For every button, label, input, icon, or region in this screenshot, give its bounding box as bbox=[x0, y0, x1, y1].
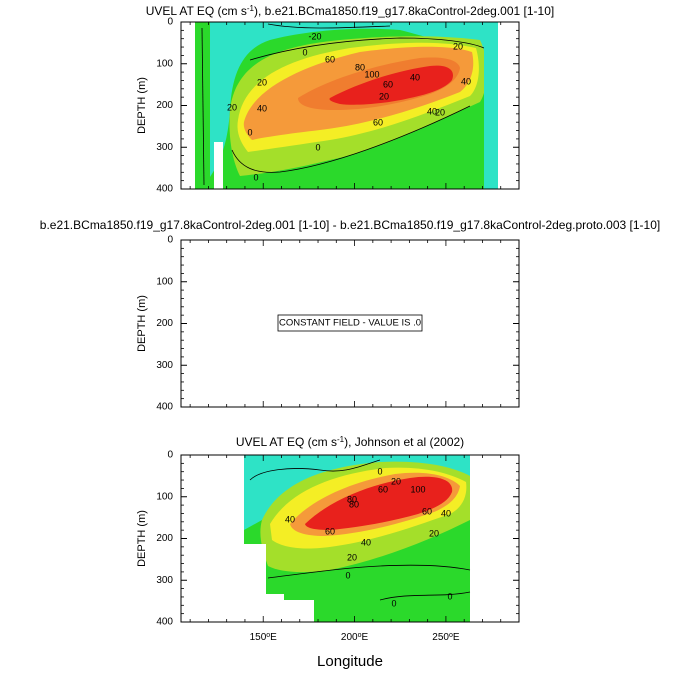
y-tick-label: 400 bbox=[156, 184, 173, 195]
panel1-title: UVEL AT EQ (cm s-1), b.e21.BCma1850.f19_… bbox=[146, 4, 554, 19]
panel1-contours bbox=[181, 22, 519, 189]
contour-line bbox=[201, 27, 205, 186]
y-tick-label: 200 bbox=[156, 318, 173, 329]
contour-label: 20 bbox=[257, 77, 267, 87]
x-tick-label: 200oE bbox=[341, 632, 369, 644]
contour-label: 100 bbox=[364, 69, 379, 79]
fill-100 bbox=[305, 476, 453, 530]
contour-label: 20 bbox=[429, 528, 439, 538]
annotation-box bbox=[277, 314, 423, 332]
contour-label: 0 bbox=[447, 591, 452, 601]
contour-label: 40 bbox=[361, 537, 371, 547]
panel3-title: UVEL AT EQ (cm s-1), Johnson et al (2002… bbox=[236, 435, 464, 450]
contour-label: 60 bbox=[378, 484, 388, 494]
fill-westward bbox=[244, 455, 470, 530]
contour-line bbox=[231, 105, 471, 173]
constant-field-annotation: CONSTANT FIELD - VALUE IS .0 bbox=[277, 314, 423, 332]
fill-100 bbox=[329, 65, 454, 105]
annotation-text: CONSTANT FIELD - VALUE IS .0 bbox=[279, 318, 421, 329]
contour-line bbox=[267, 23, 391, 29]
y-tick-label: 400 bbox=[156, 617, 173, 628]
y-axis-label: DEPTH (m) bbox=[136, 77, 148, 134]
contour-label: 60 bbox=[383, 79, 393, 89]
x-tick-labels: 150oE 200oE 250oE bbox=[250, 632, 460, 644]
contour-label: 60 bbox=[422, 506, 432, 516]
x-tick-label: 150oE bbox=[250, 632, 278, 644]
contour-label: 20 bbox=[379, 91, 389, 101]
y-tick-label: 100 bbox=[156, 491, 173, 502]
contour-label: 60 bbox=[325, 54, 335, 64]
contour-label: 20 bbox=[227, 102, 237, 112]
contour-label: 0 bbox=[247, 127, 252, 137]
y-tick-label: 0 bbox=[167, 450, 173, 461]
y-tick-label: 0 bbox=[167, 235, 173, 246]
contour-label: -20 bbox=[308, 31, 321, 41]
fill-east-wall bbox=[484, 22, 498, 189]
contour-label: 80 bbox=[347, 494, 357, 504]
contour-label: 20 bbox=[453, 41, 463, 51]
contour-label: 80 bbox=[349, 499, 359, 509]
y-tick-label: 100 bbox=[156, 58, 173, 69]
y-tick-label: 300 bbox=[156, 360, 173, 371]
contour-label: 0 bbox=[377, 466, 382, 476]
contour-label: 0 bbox=[253, 172, 258, 182]
x-axis-label: Longitude bbox=[317, 653, 383, 670]
contour-label: 40 bbox=[257, 103, 267, 113]
contour-label: 0 bbox=[315, 142, 320, 152]
y-tick-label: 200 bbox=[156, 100, 173, 111]
contour-label: 80 bbox=[355, 62, 365, 72]
panel3-contours bbox=[244, 455, 471, 622]
contour-label: 0 bbox=[345, 570, 350, 580]
contour-label: 100 bbox=[410, 484, 425, 494]
mask-land bbox=[284, 600, 314, 622]
y-tick-label: 400 bbox=[156, 402, 173, 413]
y-tick-label: 200 bbox=[156, 533, 173, 544]
contour-line bbox=[267, 564, 471, 579]
contour-label: 0 bbox=[302, 47, 307, 57]
contour-label: 60 bbox=[325, 526, 335, 536]
mask-land bbox=[266, 594, 284, 622]
mask-land bbox=[214, 142, 223, 189]
contour-label: 0 bbox=[391, 598, 396, 608]
panel2-axes: 0 100 200 300 400 DEPTH (m) bbox=[136, 235, 520, 413]
contour-label: 40 bbox=[285, 514, 295, 524]
y-tick-label: 300 bbox=[156, 575, 173, 586]
y-tick-label: 300 bbox=[156, 142, 173, 153]
y-axis-label: DEPTH (m) bbox=[136, 510, 148, 567]
mask-land bbox=[244, 544, 266, 622]
contour-label: 20 bbox=[391, 476, 401, 486]
contour-label: 40 bbox=[427, 106, 437, 116]
contour-label: 40 bbox=[461, 76, 471, 86]
contour-line bbox=[249, 459, 381, 481]
panel2-title: b.e21.BCma1850.f19_g17.8kaControl-2deg.0… bbox=[40, 218, 660, 232]
contour-label: 60 bbox=[373, 117, 383, 127]
x-tick-label: 250oE bbox=[432, 632, 460, 644]
contour-label: 40 bbox=[410, 72, 420, 82]
contour-line bbox=[379, 591, 471, 601]
contour-line bbox=[249, 37, 485, 61]
contour-label: 20 bbox=[435, 107, 445, 117]
y-tick-label: 0 bbox=[167, 17, 173, 28]
contour-label: 40 bbox=[441, 508, 451, 518]
y-tick-label: 100 bbox=[156, 276, 173, 287]
contour-label: 20 bbox=[347, 552, 357, 562]
y-axis-label: DEPTH (m) bbox=[136, 295, 148, 352]
